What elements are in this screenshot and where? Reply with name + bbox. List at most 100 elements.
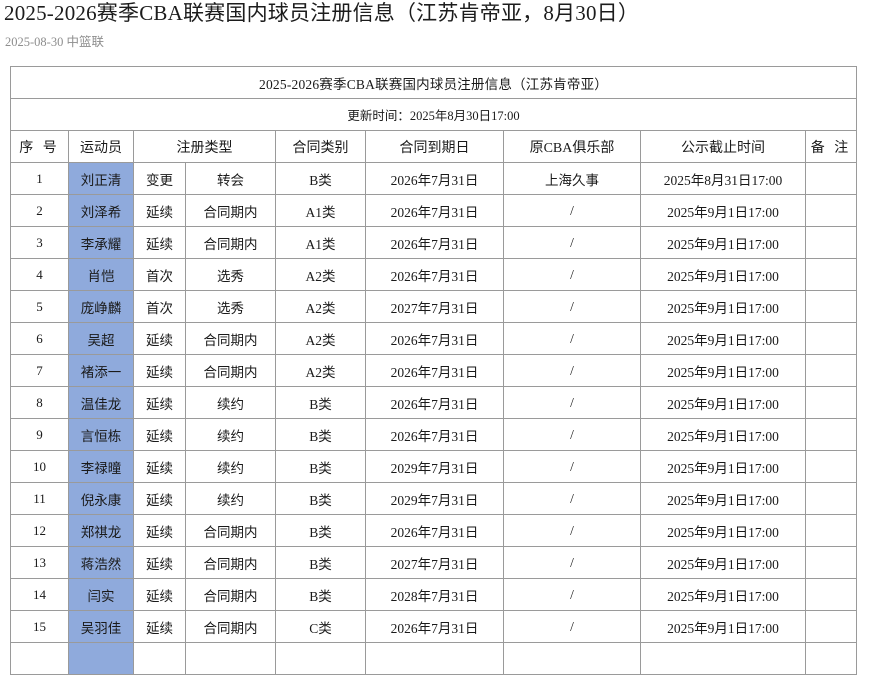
row-cell-register-change: 延续 [133,482,186,515]
row-cell-contract-expiry: 2026年7月31日 [365,386,504,419]
row-cell-player: 倪永康 [68,482,134,515]
row-cell-publicity-deadline: 2025年9月1日17:00 [640,226,806,259]
row-cell-contract-expiry: 2027年7月31日 [365,290,504,323]
row-cell-index: 14 [10,578,69,611]
row-cell-player: 刘正清 [68,162,134,195]
row-cell-index: 2 [10,194,69,227]
row-cell-contract-type: A1类 [275,226,366,259]
row-cell-register-change: 延续 [133,610,186,643]
row-cell-contract-type: B类 [275,450,366,483]
row-cell-publicity-deadline: 2025年9月1日17:00 [640,418,806,451]
row-cell-register-detail-partial [185,642,276,675]
table-row: 5 庞峥麟 首次 选秀 A2类 2027年7月31日/2025年9月1日17:00 [10,290,857,323]
column-header-contract-expiry: 合同到期日 [365,130,504,163]
table-row-partial [10,642,857,675]
row-cell-contract-expiry: 2026年7月31日 [365,514,504,547]
row-cell-player-partial [68,642,134,675]
row-cell-former-club: / [503,514,641,547]
row-cell-register-detail: 续约 [185,482,276,515]
row-cell-player: 李承耀 [68,226,134,259]
row-cell-former-club: / [503,386,641,419]
row-cell-publicity-deadline: 2025年9月1日17:00 [640,290,806,323]
row-cell-register-change: 延续 [133,578,186,611]
row-cell-index: 3 [10,226,69,259]
row-cell-player: 吴羽佳 [68,610,134,643]
row-cell-remark [805,386,857,419]
row-cell-register-detail: 续约 [185,418,276,451]
row-cell-index: 12 [10,514,69,547]
article-meta: 2025-08-30 中篮联 [5,33,104,51]
row-cell-player: 温佳龙 [68,386,134,419]
row-cell-contract-type: B类 [275,418,366,451]
row-cell-remark-partial [805,642,857,675]
row-cell-register-detail: 合同期内 [185,514,276,547]
row-cell-former-club: / [503,482,641,515]
row-cell-register-detail: 续约 [185,386,276,419]
table-row: 3 李承耀 延续 合同期内 A1类 2026年7月31日/2025年9月1日17:00 [10,226,857,259]
row-cell-contract-expiry: 2026年7月31日 [365,226,504,259]
row-cell-index: 11 [10,482,69,515]
table-row: 8 温佳龙 延续 续约 B类 2026年7月31日/2025年9月1日17:00 [10,386,857,419]
row-cell-index: 8 [10,386,69,419]
row-cell-player: 肖恺 [68,258,134,291]
table-row: 11 倪永康 延续 续约 B类 2029年7月31日/2025年9月1日17:00 [10,482,857,515]
row-cell-player: 刘泽希 [68,194,134,227]
row-cell-register-change: 延续 [133,546,186,579]
row-cell-register-change: 延续 [133,322,186,355]
row-cell-contract-expiry: 2028年7月31日 [365,578,504,611]
row-cell-publicity-deadline: 2025年9月1日17:00 [640,546,806,579]
row-cell-publicity-deadline: 2025年9月1日17:00 [640,514,806,547]
table-updated-row: 更新时间：2025年8月30日17:00 [10,98,857,131]
table-row: 13 蒋浩然 延续 合同期内 B类 2027年7月31日/2025年9月1日17:00 [10,546,857,579]
row-cell-former-club: / [503,194,641,227]
row-cell-former-club-partial [503,642,641,675]
row-cell-publicity-deadline: 2025年9月1日17:00 [640,482,806,515]
row-cell-remark [805,610,857,643]
row-cell-former-club: / [503,546,641,579]
row-cell-contract-type: B类 [275,514,366,547]
row-cell-index: 6 [10,322,69,355]
row-cell-index: 13 [10,546,69,579]
article-source: 中篮联 [66,35,104,49]
row-cell-register-change: 首次 [133,290,186,323]
row-cell-remark [805,482,857,515]
row-cell-register-change: 延续 [133,226,186,259]
row-cell-contract-expiry-partial [365,642,504,675]
row-cell-contract-type: B类 [275,578,366,611]
row-cell-player: 吴超 [68,322,134,355]
row-cell-contract-expiry: 2026年7月31日 [365,354,504,387]
row-cell-publicity-deadline: 2025年9月1日17:00 [640,610,806,643]
row-cell-publicity-deadline: 2025年9月1日17:00 [640,578,806,611]
row-cell-contract-type: A2类 [275,258,366,291]
row-cell-index: 15 [10,610,69,643]
row-cell-register-change: 延续 [133,386,186,419]
row-cell-contract-expiry: 2026年7月31日 [365,418,504,451]
row-cell-index: 9 [10,418,69,451]
row-cell-publicity-deadline: 2025年9月1日17:00 [640,354,806,387]
table-row: 14 闫实 延续 合同期内 B类 2028年7月31日/2025年9月1日17:00 [10,578,857,611]
row-cell-remark [805,258,857,291]
row-cell-index-partial [10,642,69,675]
table-row: 15 吴羽佳 延续 合同期内 C类 2026年7月31日/2025年9月1日17:00 [10,610,857,643]
row-cell-former-club: / [503,290,641,323]
table-row: 4 肖恺 首次 选秀 A2类 2026年7月31日/2025年9月1日17:00 [10,258,857,291]
table-row: 2 刘泽希 延续 合同期内 A1类 2026年7月31日/2025年9月1日17:00 [10,194,857,227]
row-cell-register-detail: 合同期内 [185,226,276,259]
row-cell-register-change: 首次 [133,258,186,291]
row-cell-contract-expiry: 2027年7月31日 [365,546,504,579]
row-cell-former-club: 上海久事 [503,162,641,195]
table-row: 7 褚添一 延续 合同期内 A2类 2026年7月31日/2025年9月1日17:00 [10,354,857,387]
row-cell-register-detail: 合同期内 [185,610,276,643]
row-cell-register-detail: 合同期内 [185,354,276,387]
column-header-former-club: 原CBA俱乐部 [503,130,641,163]
row-cell-contract-expiry: 2026年7月31日 [365,162,504,195]
row-cell-contract-expiry: 2026年7月31日 [365,610,504,643]
row-cell-remark [805,418,857,451]
row-cell-player: 褚添一 [68,354,134,387]
row-cell-player: 蒋浩然 [68,546,134,579]
row-cell-register-detail: 选秀 [185,290,276,323]
row-cell-publicity-deadline-partial [640,642,806,675]
row-cell-contract-expiry: 2026年7月31日 [365,258,504,291]
row-cell-publicity-deadline: 2025年9月1日17:00 [640,258,806,291]
